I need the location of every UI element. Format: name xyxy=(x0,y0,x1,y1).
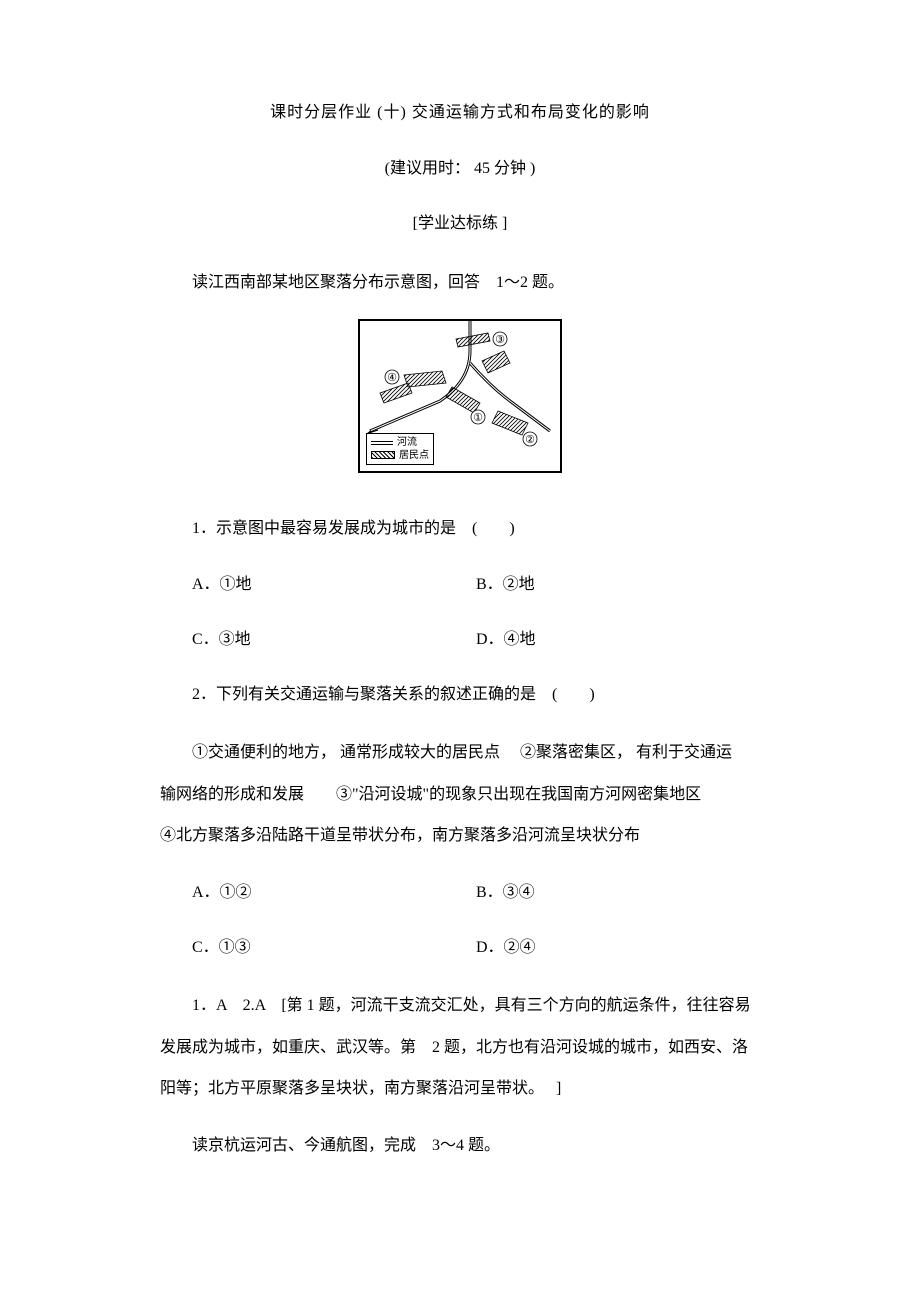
figure-1-wrap: ③ ④ ① ② 河流 居民点 xyxy=(160,319,760,482)
legend-settlement-label: 居民点 xyxy=(399,449,429,462)
q2-statement-line-2: 输网络的形成和发展 ③"沿河设城"的现象只出现在我国南方河网密集地区 xyxy=(160,774,760,816)
question-2-statements: ①交通便利的地方， 通常形成较大的居民点 ②聚落密集区， 有利于交通运 输网络的… xyxy=(160,732,760,857)
q2-options-row-1: A．①② B．③④ xyxy=(160,875,760,910)
q2-statement-line-1: ①交通便利的地方， 通常形成较大的居民点 ②聚落密集区， 有利于交通运 xyxy=(160,732,760,774)
label-text: ④ xyxy=(387,372,397,384)
settlement-shape xyxy=(482,351,510,373)
document-title: 课时分层作业 (十) 交通运输方式和布局变化的影响 xyxy=(160,100,760,126)
q1-option-a: A．①地 xyxy=(160,567,476,602)
settlements-group xyxy=(380,333,528,435)
settlement-shape xyxy=(380,383,412,403)
question-2-stem: 2．下列有关交通运输与聚落关系的叙述正确的是 ( ) xyxy=(160,677,760,712)
q2-statement-line-3: ④北方聚落多沿陆路干道呈带状分布，南方聚落多沿河流呈块状分布 xyxy=(160,815,760,857)
intro-paragraph-2: 读京杭运河古、今通航图，完成 3～4 题。 xyxy=(160,1130,760,1162)
page-root: 课时分层作业 (十) 交通运输方式和布局变化的影响 (建议用时： 45 分钟 )… xyxy=(0,0,920,1242)
figure-1-legend: 河流 居民点 xyxy=(366,433,434,465)
settlement-symbol-icon xyxy=(371,451,395,459)
q1-option-c: C．③地 xyxy=(160,622,476,657)
settlement-shape xyxy=(404,371,446,387)
q1-options-row-2: C．③地 D．④地 xyxy=(160,622,760,657)
q2-option-a: A．①② xyxy=(160,875,476,910)
q1-option-d: D．④地 xyxy=(476,622,760,657)
section-label: [学业达标练 ] xyxy=(160,211,760,237)
q2-option-c: C．①③ xyxy=(160,930,476,965)
legend-river-label: 河流 xyxy=(397,436,417,449)
question-1-stem: 1．示意图中最容易发展成为城市的是 ( ) xyxy=(160,511,760,546)
settlement-shape xyxy=(492,411,528,435)
label-text: ② xyxy=(525,434,535,446)
legend-row-settlement: 居民点 xyxy=(371,449,429,462)
settlement-shape xyxy=(446,387,480,413)
answer-1-2: 1．A 2.A [第 1 题，河流干支流交汇处，具有三个方向的航运条件，往往容易… xyxy=(160,985,760,1110)
settlement-shape xyxy=(456,333,490,347)
river-symbol-icon xyxy=(371,439,393,445)
q1-option-b: B．②地 xyxy=(476,567,760,602)
q2-option-b: B．③④ xyxy=(476,875,760,910)
q2-option-d: D．②④ xyxy=(476,930,760,965)
q2-options-row-2: C．①③ D．②④ xyxy=(160,930,760,965)
intro-paragraph-1: 读江西南部某地区聚落分布示意图，回答 1～2 题。 xyxy=(160,267,760,299)
legend-row-river: 河流 xyxy=(371,436,429,449)
q1-options-row-1: A．①地 B．②地 xyxy=(160,567,760,602)
time-suggestion: (建议用时： 45 分钟 ) xyxy=(160,156,760,182)
label-text: ③ xyxy=(495,334,505,346)
label-text: ① xyxy=(473,412,483,424)
figure-1: ③ ④ ① ② 河流 居民点 xyxy=(358,319,562,473)
